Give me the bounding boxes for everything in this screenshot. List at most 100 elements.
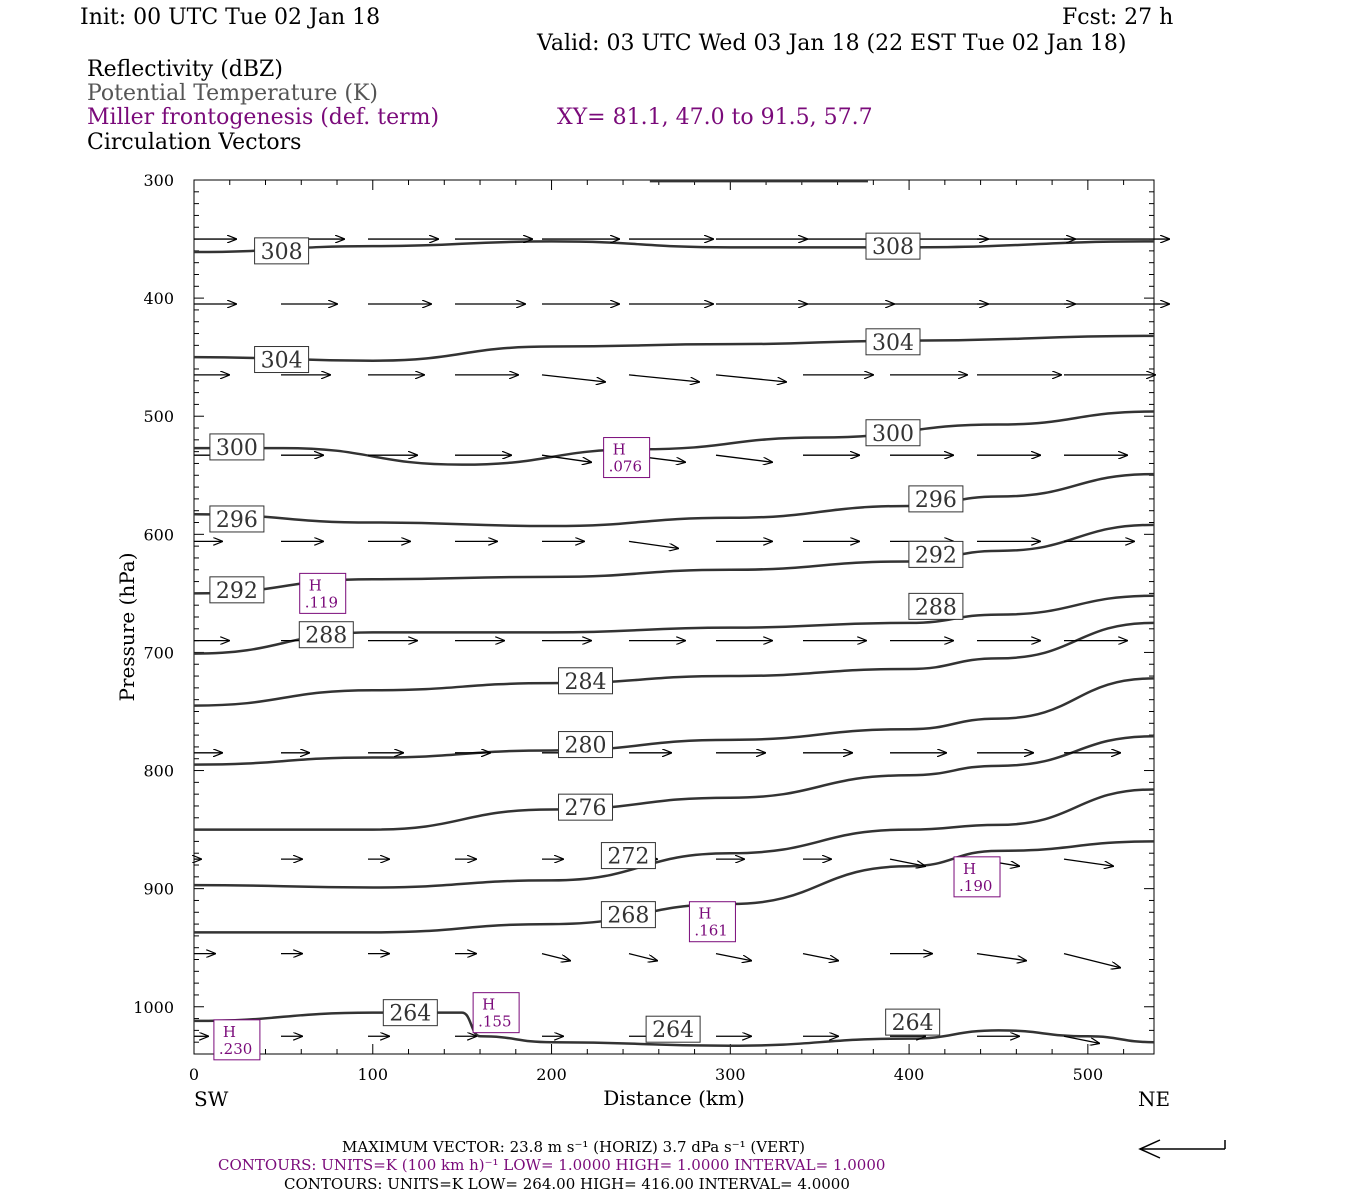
x-tick-label: 300 <box>715 1065 746 1084</box>
init-time: Init: 00 UTC Tue 02 Jan 18 <box>80 5 381 30</box>
theta-label-268-box <box>600 901 656 929</box>
theta-label-300-box <box>209 433 265 461</box>
circulation-vector <box>628 952 657 961</box>
legend-circulation-vectors: Circulation Vectors <box>87 130 302 155</box>
x-axis-label: Distance (km) <box>603 1086 745 1110</box>
frontogenesis-high-mark: H <box>963 860 976 878</box>
theta-label-268: 268 <box>607 904 649 929</box>
theta-label-308: 308 <box>872 235 914 260</box>
sw-label: SW <box>194 1087 229 1111</box>
circulation-vector <box>628 540 678 548</box>
circulation-vector <box>802 952 838 961</box>
x-tick-label: 500 <box>1073 1065 1104 1084</box>
theta-contour-280 <box>193 677 1155 766</box>
theta-label-300: 300 <box>216 436 258 461</box>
y-tick-label: 500 <box>143 407 174 426</box>
theta-label-264-box <box>645 1015 701 1043</box>
theta-contour-308 <box>193 240 1155 254</box>
x-tick-label: 0 <box>189 1065 199 1084</box>
y-tick-label: 700 <box>143 643 174 662</box>
theta-contour-304 <box>193 334 1155 362</box>
theta-contour-276 <box>193 735 1155 831</box>
theta-contour-296 <box>193 472 1155 528</box>
theta-label-296: 296 <box>216 508 258 533</box>
theta-label-296-box <box>908 485 964 513</box>
plot-frame <box>193 179 1155 1055</box>
theta-contour-284 <box>193 621 1155 707</box>
theta-label-284: 284 <box>565 670 607 695</box>
ne-label: NE <box>1138 1087 1171 1111</box>
theta-label-264: 264 <box>892 1011 934 1036</box>
forecast-hour: Fcst: 27 h <box>1062 5 1174 30</box>
frontogenesis-high-value: .230 <box>219 1040 252 1058</box>
theta-label-308: 308 <box>261 240 303 265</box>
circulation-vector <box>541 374 605 382</box>
legend-potential-temperature: Potential Temperature (K) <box>87 81 378 106</box>
theta-label-308-box <box>865 232 921 260</box>
circulation-vector <box>715 454 772 462</box>
circulation-vector <box>628 374 699 382</box>
circulation-vector <box>1063 952 1120 968</box>
x-tick-label: 100 <box>357 1065 388 1084</box>
y-axis-label: Pressure (hPa) <box>115 553 139 702</box>
frontogenesis-high-value: .076 <box>609 458 642 476</box>
legend-frontogenesis: Miller frontogenesis (def. term) <box>87 105 440 130</box>
theta-contour-292 <box>193 523 1155 595</box>
y-tick-label: 900 <box>143 880 174 899</box>
circulation-vector <box>889 858 925 866</box>
y-tick-label: 800 <box>143 762 174 781</box>
x-tick-label: 200 <box>536 1065 567 1084</box>
theta-label-288-box <box>298 621 354 649</box>
frontogenesis-high-box <box>299 572 347 614</box>
frontogenesis-high-box <box>213 1019 261 1061</box>
theta-label-304-box <box>254 346 310 374</box>
frontogenesis-high-box <box>603 437 651 479</box>
y-tick-label: 600 <box>143 525 174 544</box>
x-tick-label: 400 <box>894 1065 925 1084</box>
frontogenesis-high-mark: H <box>613 441 626 459</box>
theta-label-280-box <box>558 731 614 759</box>
theta-label-276: 276 <box>565 796 607 821</box>
reference-vector-head <box>1138 1139 1161 1159</box>
theta-label-280: 280 <box>565 734 607 759</box>
frontogenesis-high-mark: H <box>309 576 322 594</box>
frontogenesis-high-mark: H <box>698 905 711 923</box>
theta-label-264: 264 <box>652 1018 694 1043</box>
frontogenesis-high-mark: H <box>482 996 495 1014</box>
theta-label-288: 288 <box>915 595 957 620</box>
theta-label-288: 288 <box>305 624 347 649</box>
circulation-vector <box>715 952 751 961</box>
theta-contour-288 <box>193 594 1155 655</box>
frontogenesis-high-value: .161 <box>694 922 727 940</box>
cross-section-endpoints: XY= 81.1, 47.0 to 91.5, 57.7 <box>557 105 873 130</box>
theta-label-288-box <box>908 592 964 620</box>
theta-label-304: 304 <box>872 331 914 356</box>
theta-label-296-box <box>209 505 265 533</box>
frontogenesis-high-value: .155 <box>478 1013 511 1031</box>
circulation-vector <box>541 454 591 462</box>
valid-time: Valid: 03 UTC Wed 03 Jan 18 (22 EST Tue … <box>537 31 1127 56</box>
theta-label-304-box <box>865 328 921 356</box>
frontogenesis-high-box <box>953 856 1001 898</box>
circulation-vector <box>1063 1035 1099 1043</box>
theta-label-292-box <box>908 540 964 568</box>
theta-label-292: 292 <box>216 579 258 604</box>
frontogenesis-high-mark: H <box>223 1023 236 1041</box>
theta-label-264-box <box>885 1008 941 1036</box>
theta-label-264: 264 <box>389 1002 431 1027</box>
theta-label-292-box <box>209 576 265 604</box>
theta-label-296: 296 <box>915 488 957 513</box>
frontogenesis-high-box <box>688 901 736 943</box>
theta-label-300: 300 <box>872 422 914 447</box>
y-tick-label: 1000 <box>133 998 174 1017</box>
legend-reflectivity: Reflectivity (dBZ) <box>87 57 283 82</box>
theta-label-292: 292 <box>915 543 957 568</box>
theta-label-304: 304 <box>261 349 303 374</box>
circulation-vector <box>715 374 786 382</box>
theta-contour-info: CONTOURS: UNITS=K LOW= 264.00 HIGH= 416.… <box>284 1175 850 1193</box>
theta-label-264-box <box>382 999 438 1027</box>
frontogenesis-contour-info: CONTOURS: UNITS=K (100 km h)⁻¹ LOW= 1.00… <box>218 1156 886 1174</box>
circulation-vector <box>976 952 1026 961</box>
frontogenesis-high-box <box>472 992 520 1034</box>
